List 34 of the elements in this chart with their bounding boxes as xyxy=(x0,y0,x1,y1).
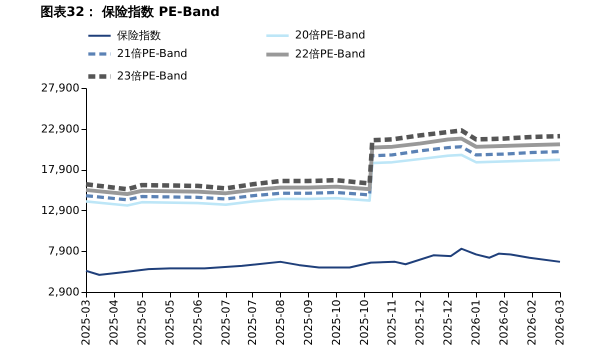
x-tick-label: 2025-12 xyxy=(414,300,427,346)
y-tick-label: 7,900 xyxy=(48,244,80,258)
chart-title: 图表32： 保险指数 PE-Band xyxy=(40,5,220,20)
y-tick-label: 2,900 xyxy=(48,286,80,298)
x-tick-label: 2026-01 xyxy=(470,300,483,346)
legend-label: 保险指数 xyxy=(117,28,161,42)
legend-label: 20倍PE-Band xyxy=(295,28,366,42)
legend-label: 21倍PE-Band xyxy=(117,47,188,60)
legend-label: 23倍PE-Band xyxy=(117,70,188,82)
x-tick-label: 2026-02 xyxy=(498,300,511,346)
x-tick-label: 2025-04 xyxy=(107,300,120,346)
x-tick-label: 2025-11 xyxy=(386,300,399,346)
x-tick-label: 2025-07 xyxy=(219,300,232,346)
x-tick-label: 2026-03 xyxy=(554,300,566,346)
x-tick-label: 2025-03 xyxy=(80,300,92,346)
y-tick-label: 17,900 xyxy=(41,163,80,176)
y-tick-label: 22,900 xyxy=(41,122,80,136)
y-tick-label: 27,900 xyxy=(41,82,80,94)
x-tick-label: 2025-07 xyxy=(246,300,259,346)
legend-label: 22倍PE-Band xyxy=(295,48,366,60)
x-tick-label: 2025-10 xyxy=(358,300,371,346)
x-tick-label: 2025-05 xyxy=(135,300,148,346)
x-tick-label: 2025-08 xyxy=(274,300,287,346)
x-tick-label: 2025-06 xyxy=(191,300,204,346)
x-tick-label: 2025-05 xyxy=(163,300,176,346)
line-series xyxy=(85,248,561,276)
line-series xyxy=(84,128,562,192)
x-tick-label: 2025-12 xyxy=(442,300,455,346)
line-series xyxy=(84,154,562,207)
x-tick-label: 2025-09 xyxy=(302,300,315,346)
x-tick-label: 2025-10 xyxy=(330,300,343,346)
line-series xyxy=(84,136,562,196)
y-tick-label: 12,900 xyxy=(41,204,80,217)
x-tick-label: 2026-02 xyxy=(526,300,539,346)
